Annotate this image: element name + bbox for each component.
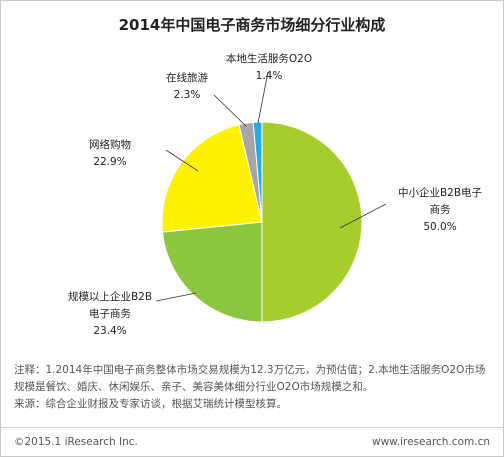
slice-name-label-2: 规模以上企业B2B: [68, 290, 152, 303]
slice-name-label-1: 中小企业B2B电子: [398, 186, 482, 199]
slice-value-label-5: 1.4%: [256, 70, 283, 82]
slice-name-label-5: 本地生活服务O2O: [226, 52, 312, 65]
leader-line-2: [155, 292, 197, 302]
copyright-text: ©2015.1 iResearch Inc.: [14, 436, 138, 448]
slice-value-label-4: 2.3%: [174, 89, 201, 101]
note-line-2: 规模是餐饮、婚庆、休闲娱乐、亲子、美容美体细分行业O2O市场规模之和。: [14, 381, 374, 393]
leader-line-5: [257, 71, 269, 124]
website-link[interactable]: www.iresearch.com.cn: [371, 436, 490, 448]
slice-name-label-2: 电子商务: [89, 307, 131, 320]
slice-value-label-2: 23.4%: [93, 325, 126, 337]
leader-line-4: [213, 94, 247, 127]
slice-name-label-3: 网络购物: [89, 138, 131, 151]
chart-title: 2014年中国电子商务市场细分行业构成: [118, 16, 386, 34]
pie-slice-5: [252, 121, 263, 223]
slice-value-label-3: 22.9%: [93, 156, 126, 168]
slice-name-label-1: 商务: [430, 203, 451, 216]
footer-divider: [0, 427, 504, 428]
note-line-1: 注释：1.2014年中国电子商务整体市场交易规模为12.3万亿元，为预估值；2.…: [14, 364, 486, 376]
pie-slice-1: [261, 121, 363, 323]
pie-slice-3: [161, 124, 263, 233]
slice-name-label-4: 在线旅游: [166, 71, 208, 84]
pie-slice-2: [161, 221, 263, 323]
leader-line-1: [339, 203, 387, 229]
source-line: 来源：综合企业财报及专家访谈，根据艾瑞统计模型核算。: [14, 398, 287, 410]
leader-line-3: [165, 149, 199, 172]
slice-value-label-1: 50.0%: [423, 221, 456, 233]
